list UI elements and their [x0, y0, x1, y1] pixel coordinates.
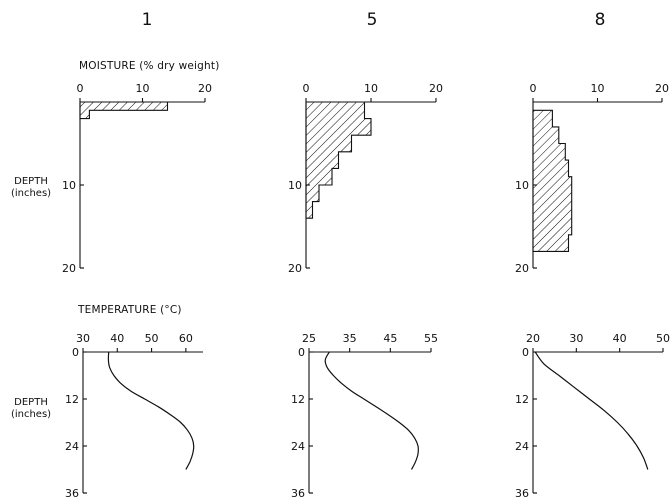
moisture-1-x-tick-label: 0 — [77, 82, 84, 95]
column-label-1: 1 — [142, 10, 153, 30]
temperature-1-y-tick-label: 0 — [72, 346, 79, 359]
column-label-5: 5 — [367, 10, 378, 30]
moisture-5-moisture-profile — [305, 101, 372, 219]
moisture-depth-unit: (inches) — [11, 188, 51, 199]
temperature-8-x-tick-label: 20 — [526, 332, 540, 345]
temperature-1-y-tick-label: 24 — [65, 440, 79, 453]
moisture-8-x-tick-label: 0 — [530, 82, 537, 95]
moisture-5-x-tick-label: 0 — [303, 82, 310, 95]
moisture-5-y-tick-label: 20 — [288, 262, 302, 275]
moisture-8-moisture-profile — [532, 109, 573, 252]
temperature-depth-unit: (inches) — [11, 409, 51, 420]
moisture-section-title: MOISTURE (% dry weight) — [79, 60, 220, 72]
moisture-1-x-tick-label: 10 — [136, 82, 150, 95]
temperature-5-panel: 25 35 45 55 0 12 24 36 — [291, 332, 438, 500]
temperature-1-x-tick-label: 30 — [76, 332, 90, 345]
temperature-5-x-tick-label: 25 — [302, 332, 316, 345]
temperature-5-x-tick-label: 35 — [343, 332, 357, 345]
moisture-8-y-tick-label: 10 — [515, 179, 529, 192]
moisture-8-y-tick-label: 20 — [515, 262, 529, 275]
column-label-8: 8 — [595, 10, 606, 30]
moisture-depth-label: DEPTH — [14, 176, 48, 187]
temperature-5-y-tick-label: 0 — [298, 346, 305, 359]
moisture-5-y-tick-label: 10 — [288, 179, 302, 192]
temperature-8-x-tick-label: 50 — [656, 332, 670, 345]
temperature-1-y-tick-label: 12 — [65, 393, 79, 406]
moisture-1-moisture-profile — [79, 101, 169, 120]
temperature-8-temperature-curve — [534, 351, 649, 470]
temperature-8-y-tick-label: 36 — [515, 487, 529, 500]
moisture-8-x-tick-label: 10 — [591, 82, 605, 95]
temperature-1-panel: 30 40 50 60 0 12 24 36 — [65, 332, 203, 500]
temperature-depth-label: DEPTH — [14, 397, 48, 408]
temperature-section-title: TEMPERATURE (°C) — [77, 304, 182, 316]
moisture-5-panel: 0 10 20 10 20 — [288, 82, 443, 275]
moisture-1-panel: 0 10 20 10 20 — [62, 82, 212, 275]
temperature-8-y-tick-label: 24 — [515, 440, 529, 453]
temperature-1-x-tick-label: 50 — [145, 332, 159, 345]
temperature-8-panel: 20 30 40 50 0 12 24 36 — [515, 332, 670, 500]
temperature-5-y-tick-label: 36 — [291, 487, 305, 500]
temperature-8-x-tick-label: 40 — [613, 332, 627, 345]
temperature-5-y-tick-label: 12 — [291, 393, 305, 406]
moisture-5-x-tick-label: 10 — [364, 82, 378, 95]
temperature-1-y-tick-label: 36 — [65, 487, 79, 500]
temperature-5-y-tick-label: 24 — [291, 440, 305, 453]
temperature-1-x-tick-label: 40 — [110, 332, 124, 345]
temperature-1-x-tick-label: 60 — [179, 332, 193, 345]
temperature-1-temperature-curve — [107, 351, 195, 470]
temperature-8-y-tick-label: 12 — [515, 393, 529, 406]
moisture-5-x-tick-label: 20 — [429, 82, 443, 95]
temperature-5-x-tick-label: 55 — [424, 332, 438, 345]
temperature-5-temperature-curve — [324, 351, 419, 470]
temperature-8-y-tick-label: 0 — [522, 346, 529, 359]
moisture-1-x-tick-label: 20 — [198, 82, 212, 95]
moisture-1-y-tick-label: 10 — [62, 179, 76, 192]
temperature-5-x-tick-label: 45 — [383, 332, 397, 345]
moisture-8-x-tick-label: 20 — [655, 82, 669, 95]
moisture-8-panel: 0 10 20 10 20 — [515, 82, 669, 275]
moisture-1-y-tick-label: 20 — [62, 262, 76, 275]
temperature-8-x-tick-label: 30 — [569, 332, 583, 345]
